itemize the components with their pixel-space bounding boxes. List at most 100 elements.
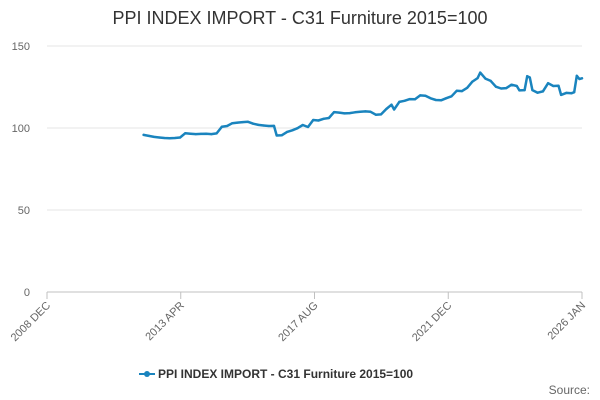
x-axis: 2008 DEC 2013 APR 2017 AUG 2021 DEC 2026 JAN [9,292,588,344]
data-point [275,134,278,137]
data-point [142,133,145,136]
data-point [413,98,417,101]
data-point [528,76,531,79]
data-point [560,93,563,96]
data-point [393,108,396,111]
data-point [236,121,239,124]
data-point [429,97,432,100]
y-axis: 0 50 100 150 [12,41,30,299]
data-point [199,132,203,135]
data-point [333,111,336,114]
data-point [359,110,362,113]
chart-title: PPI INDEX IMPORT - C31 Furniture 2015=10… [112,8,487,28]
data-point [353,111,357,114]
data-point [147,134,150,137]
data-point [262,124,265,127]
data-point [385,107,388,111]
legend[interactable]: PPI INDEX IMPORT - C31 Furniture 2015=10… [139,367,413,381]
data-point [455,89,458,92]
plot-area [142,71,584,140]
data-point [179,136,182,139]
data-point [398,100,401,103]
data-point [231,122,234,125]
y-tick-label: 50 [18,205,30,217]
data-point [557,84,560,87]
data-point [440,99,443,102]
data-point [267,124,270,128]
gridlines [47,45,582,293]
data-point [306,125,310,129]
data-point [536,91,539,94]
data-point [301,123,304,127]
data-point [531,89,534,92]
data-point [257,123,260,126]
data-point [403,99,406,102]
data-point [280,134,283,137]
data-point [220,125,223,128]
x-tick-label: 2026 JAN [545,300,588,343]
y-tick-label: 0 [24,287,30,299]
y-tick-label: 150 [12,41,30,53]
data-point [510,83,513,86]
data-point [252,122,255,125]
data-point [515,84,518,88]
data-point [445,97,448,100]
data-point [489,79,492,82]
data-point [369,110,372,113]
data-point [580,77,584,80]
source-label: Source: [549,383,590,397]
data-point [322,117,325,120]
data-point [518,89,521,92]
data-point [419,94,422,97]
data-point [205,132,208,135]
data-point [338,111,341,114]
data-point [476,77,479,80]
data-point [327,116,330,120]
x-tick-label: 2021 DEC [410,300,454,344]
legend-swatch-marker [144,371,150,377]
data-point [390,103,393,106]
data-point [379,113,383,116]
data-point [424,94,427,97]
data-point [189,132,192,135]
data-point [526,75,529,78]
data-point [215,132,218,135]
data-point [272,124,276,127]
data-point [296,127,299,130]
data-point [500,87,503,90]
data-point [484,77,487,80]
data-point [471,80,474,83]
data-point [505,87,508,90]
legend-label: PPI INDEX IMPORT - C31 Furniture 2015=10… [158,367,413,381]
x-tick-label: 2013 APR [143,300,187,344]
data-point [547,82,550,85]
data-point [570,92,573,95]
data-point [173,136,176,140]
data-point [466,86,469,89]
data-point [343,112,346,115]
data-point [494,85,497,88]
data-point [479,71,482,74]
data-point [408,98,411,101]
data-point [434,98,437,102]
data-point [163,136,166,140]
x-tick-label: 2017 AUG [276,300,320,344]
data-point [348,112,351,115]
data-point [152,135,156,138]
data-point [286,130,289,133]
x-tick-label: 2008 DEC [9,300,53,344]
data-point [312,118,315,122]
data-point [450,95,453,98]
data-point [241,121,244,124]
data-point [317,119,320,122]
data-point [246,120,250,123]
data-point [184,132,187,135]
data-point [578,77,581,81]
data-point [523,89,526,92]
data-point [168,137,171,140]
data-point [541,90,545,93]
data-point [374,113,377,116]
data-point [364,110,367,113]
data-point [210,133,213,136]
